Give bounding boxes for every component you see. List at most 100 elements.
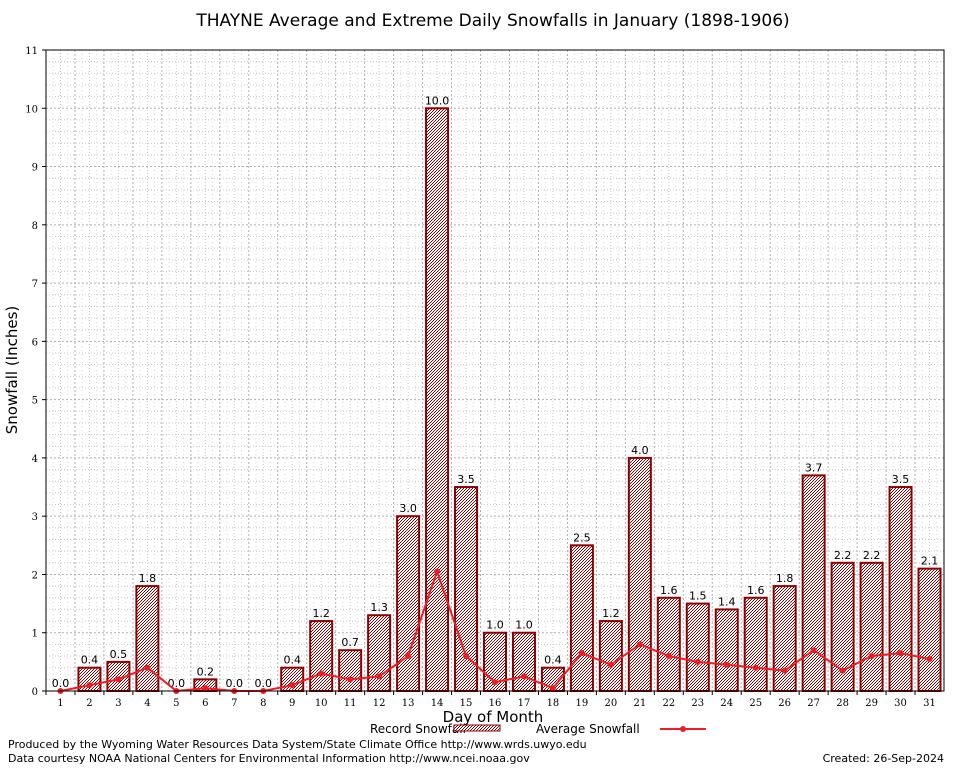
bar-value-label: 1.5 [689,590,707,603]
bar-day-17 [511,631,536,693]
bar-value-label: 0.7 [341,636,359,649]
x-tick-label: 1 [57,698,63,709]
y-tick-label: 2 [32,570,38,581]
average-point [810,647,817,654]
average-point [723,661,730,668]
x-tick-label: 4 [144,698,150,709]
x-tick-label: 30 [894,698,907,709]
footer-source: Data courtesy NOAA National Centers for … [8,752,530,765]
bar-day-11 [338,649,363,693]
average-point [694,658,701,665]
y-tick-label: 7 [32,279,38,290]
x-tick-label: 14 [431,698,444,709]
bar-value-label: 4.0 [631,444,649,457]
bar-value-label: 2.1 [921,555,939,568]
x-tick-label: 31 [923,698,936,709]
x-tick-label: 5 [173,698,179,709]
bar-value-label: 0.4 [544,654,562,667]
x-tick-label: 2 [86,698,92,709]
bar-value-label: 0.0 [226,677,244,690]
bar-value-label: 1.4 [718,595,736,608]
bar-day-22 [656,596,681,692]
x-tick-label: 17 [518,698,531,709]
x-tick-label: 26 [778,698,791,709]
legend-average-label: Average Snowfall [536,722,640,736]
y-tick-label: 8 [32,221,38,232]
bar-day-19 [569,544,594,692]
y-tick-label: 1 [32,629,38,640]
legend-average-marker [680,726,686,732]
bar-value-label: 0.2 [197,665,215,678]
bar-value-label: 0.5 [110,648,128,661]
bar-value-label: 1.0 [486,619,504,632]
x-tick-label: 25 [749,698,762,709]
bar-day-24 [714,608,739,692]
bar-value-label: 1.6 [660,584,678,597]
bar-value-label: 1.2 [602,607,620,620]
x-tick-label: 12 [373,698,386,709]
y-tick-label: 4 [32,454,38,465]
legend-record-label: Record Snowfall [370,722,466,736]
x-tick-label: 29 [865,698,878,709]
x-tick-label: 11 [344,698,357,709]
bar-day-30 [888,486,913,692]
bar-value-label: 3.0 [399,502,417,515]
bar-value-label: 2.5 [573,531,591,544]
average-point [781,667,788,674]
bar-value-label: 1.8 [776,572,794,585]
x-axis-title: Day of Month [443,708,544,726]
x-tick-label: 24 [720,698,733,709]
x-tick-label: 6 [202,698,208,709]
y-tick-label: 3 [32,512,38,523]
average-point [665,653,672,660]
average-point [549,685,556,692]
legend-record-swatch [453,724,501,732]
average-point [405,653,412,660]
x-tick-labels: 1 2 3 4 5 6 7 8 9 10 11 12 13 14 15 16 17 18 19 20 21 22 23 24 2… [57,698,936,709]
average-point [578,650,585,657]
bar-value-label: 1.0 [515,619,533,632]
x-tick-label: 16 [489,698,502,709]
x-tick-label: 20 [605,698,618,709]
average-point [868,653,875,660]
x-tick-label: 28 [836,698,849,709]
x-tick-label: 19 [576,698,589,709]
x-tick-label: 15 [460,698,473,709]
legend: Record Snowfall Average Snowfall [370,722,706,736]
bar-value-label: 1.2 [312,607,330,620]
footer-producer: Produced by the Wyoming Water Resources … [8,738,587,751]
axes [42,49,945,695]
average-point [347,676,354,683]
y-tick-label: 0 [32,687,38,698]
bar-value-label: 10.0 [425,94,450,107]
bar-day-31 [917,567,942,692]
bar-day-4 [135,585,160,692]
average-point [752,664,759,671]
average-point [434,568,441,575]
bar-day-29 [859,561,884,692]
bar-day-10 [309,620,334,693]
bar-day-26 [772,585,797,692]
y-axis-title: Snowfall (Inches) [3,306,21,434]
x-tick-label: 27 [807,698,820,709]
bar-value-label: 0.0 [52,677,70,690]
bar-day-23 [685,602,710,692]
x-tick-label: 10 [315,698,328,709]
average-point [897,650,904,657]
bar-day-25 [743,596,768,692]
x-tick-label: 21 [633,698,646,709]
y-tick-label: 10 [25,104,38,115]
x-tick-label: 3 [115,698,121,709]
average-point [144,664,151,671]
bar-value-label: 1.8 [139,572,157,585]
bar-value-label: 0.4 [81,654,99,667]
bar-day-14 [425,107,450,693]
bar-day-20 [598,620,623,693]
x-tick-label: 23 [691,698,704,709]
bar-day-21 [627,456,652,692]
bar-value-label: 0.0 [255,677,273,690]
y-tick-label: 6 [32,337,38,348]
bar-value-label: 3.5 [457,473,475,486]
average-point [607,661,614,668]
